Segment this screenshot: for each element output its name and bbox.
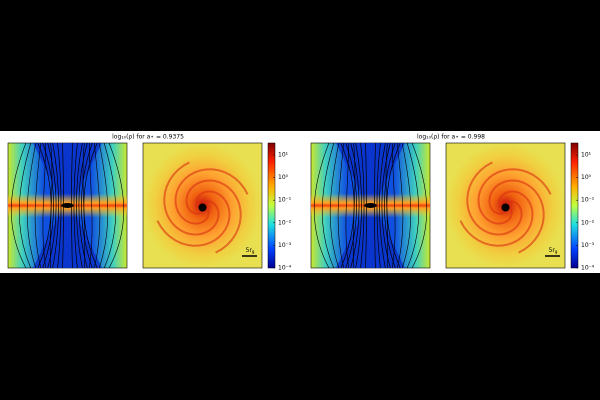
field-line bbox=[350, 142, 360, 269]
field-line bbox=[98, 142, 109, 269]
spiral-arm bbox=[488, 179, 545, 254]
colorbar-tick-label: 10⁻² bbox=[581, 219, 595, 226]
field-line bbox=[384, 142, 396, 269]
field-line bbox=[42, 142, 46, 269]
field-line bbox=[340, 142, 355, 269]
black-hole bbox=[61, 203, 74, 208]
field-line bbox=[57, 142, 62, 269]
field-line bbox=[37, 142, 52, 269]
field-line bbox=[11, 142, 27, 269]
colorbar bbox=[570, 142, 579, 269]
field-line bbox=[337, 142, 345, 269]
field-line bbox=[401, 142, 412, 269]
field-line bbox=[381, 142, 391, 269]
black-hole bbox=[364, 203, 377, 208]
spiral-arm bbox=[163, 161, 220, 236]
colorbar-tick-label: 10¹ bbox=[581, 152, 592, 159]
spiral-arm bbox=[156, 190, 231, 247]
colorbar-tick-label: 10⁻² bbox=[278, 219, 292, 226]
field-line bbox=[93, 142, 101, 269]
spiral-arm bbox=[185, 179, 242, 254]
scale-bar-sub: g bbox=[252, 249, 255, 254]
field-line bbox=[406, 142, 420, 269]
colorbar-tick-label: 10⁻⁴ bbox=[278, 265, 292, 272]
field-line bbox=[314, 142, 330, 269]
scale-bar-sub: g bbox=[555, 249, 558, 254]
colorbar-tick-label: 10⁰ bbox=[581, 174, 592, 181]
spiral-arm bbox=[459, 190, 534, 247]
spiral-arm bbox=[477, 168, 552, 225]
field-line bbox=[52, 142, 59, 269]
field-line bbox=[360, 142, 365, 269]
colorbar-tick-label: 10⁻¹ bbox=[278, 197, 292, 204]
field-line bbox=[411, 142, 427, 269]
field-line bbox=[108, 142, 124, 269]
field-line bbox=[103, 142, 117, 269]
colorbar bbox=[267, 142, 276, 269]
colorbar-tick-label: 10⁻³ bbox=[581, 242, 595, 249]
field-line bbox=[47, 142, 57, 269]
black-hole bbox=[198, 203, 207, 212]
field-line bbox=[26, 142, 37, 269]
funnel bbox=[33, 143, 102, 206]
field-line bbox=[18, 142, 32, 269]
field-line bbox=[392, 142, 396, 269]
funnel bbox=[336, 143, 405, 206]
field-line bbox=[76, 142, 83, 269]
colorbar-tick-label: 10⁰ bbox=[278, 174, 289, 181]
field-line bbox=[42, 142, 54, 269]
field-line bbox=[321, 142, 335, 269]
colorbar-tick-label: 10⁻⁴ bbox=[581, 265, 595, 272]
field-line bbox=[355, 142, 362, 269]
colorbar-tick-label: 10⁻³ bbox=[278, 242, 292, 249]
field-line bbox=[396, 142, 404, 269]
scale-bar-value: 5r bbox=[549, 247, 556, 254]
scale-bar-value: 5r bbox=[246, 247, 253, 254]
spiral-arm bbox=[466, 161, 523, 236]
field-line bbox=[376, 142, 381, 269]
colorbar-tick-label: 10⁻¹ bbox=[581, 197, 595, 204]
figure-title: log₁₀(ρ) for a⋆ = 0.9375 bbox=[112, 134, 184, 141]
colorbar-tick-label: 10¹ bbox=[278, 152, 289, 159]
field-line bbox=[78, 142, 88, 269]
field-line bbox=[89, 142, 93, 269]
field-line bbox=[386, 142, 401, 269]
scale-bar-label: 5rg bbox=[246, 247, 255, 255]
spiral-arm bbox=[174, 168, 249, 225]
field-line bbox=[345, 142, 349, 269]
scale-bar-label: 5rg bbox=[549, 247, 558, 255]
field-line bbox=[34, 142, 42, 269]
field-line bbox=[379, 142, 386, 269]
figure-title: log₁₀(ρ) for a⋆ = 0.998 bbox=[417, 134, 485, 141]
field-line bbox=[73, 142, 78, 269]
field-line bbox=[345, 142, 357, 269]
black-hole bbox=[501, 203, 510, 212]
field-line bbox=[329, 142, 340, 269]
field-line bbox=[83, 142, 98, 269]
field-line bbox=[81, 142, 93, 269]
